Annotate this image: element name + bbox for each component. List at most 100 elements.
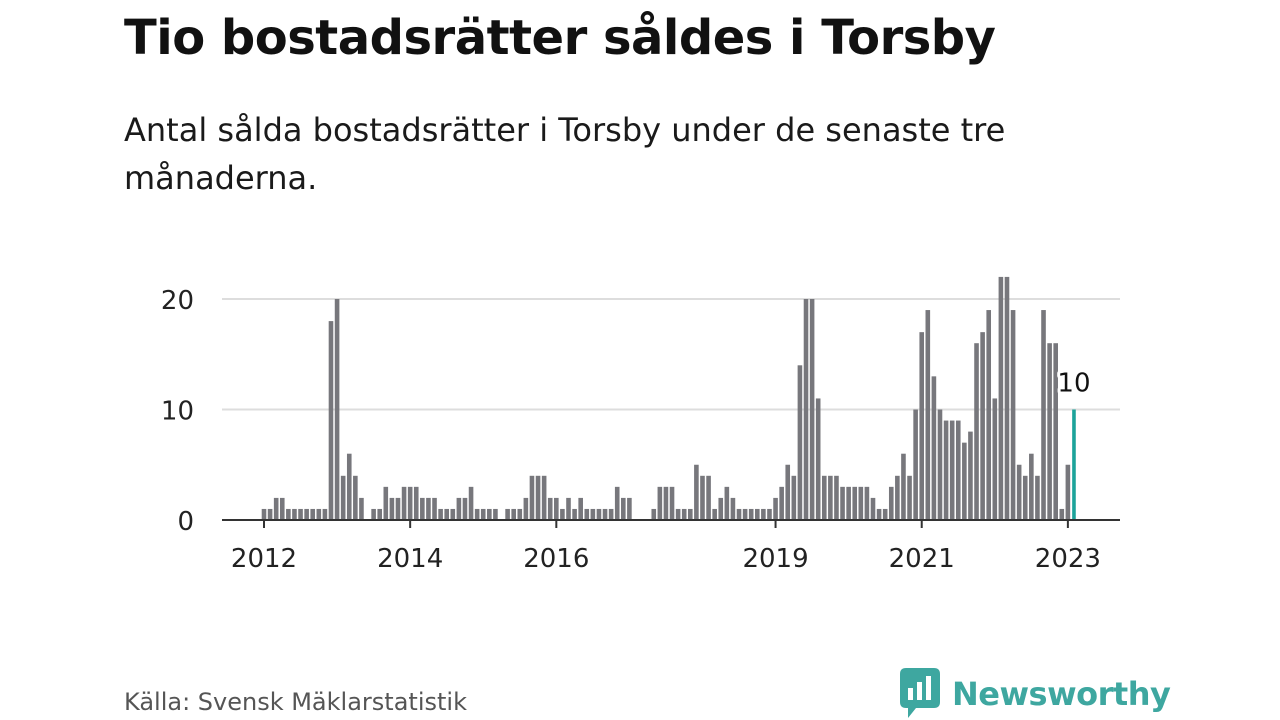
- highlight-value-label: 10: [1057, 369, 1090, 399]
- bar: [493, 508, 498, 520]
- bar: [773, 497, 778, 520]
- bar: [700, 475, 705, 520]
- bar: [316, 508, 322, 520]
- bar: [279, 497, 285, 520]
- bar-highlight: [1072, 409, 1076, 520]
- bar: [310, 508, 316, 520]
- bar: [541, 475, 547, 520]
- gridlines: [222, 298, 1120, 411]
- bar: [420, 497, 425, 520]
- bar: [359, 497, 364, 520]
- bar: [663, 486, 669, 520]
- bar: [340, 475, 346, 520]
- bar: [907, 475, 912, 520]
- bar: [547, 497, 553, 520]
- bar: [413, 486, 419, 520]
- bar: [554, 497, 559, 520]
- bar: [389, 497, 395, 520]
- bar: [353, 475, 358, 520]
- bar: [791, 475, 797, 520]
- bar: [572, 508, 577, 520]
- x-axis-ticks: 2012 2014 2016 2019 2021 2023: [231, 520, 1101, 574]
- bar: [401, 486, 407, 520]
- bar: [913, 409, 918, 520]
- bar: [328, 321, 334, 520]
- bar: [797, 365, 803, 520]
- bar: [821, 475, 827, 520]
- bar: [407, 486, 413, 520]
- bar: [462, 497, 468, 520]
- bar: [870, 497, 876, 520]
- bar: [1053, 343, 1058, 520]
- bar: [529, 475, 535, 520]
- bar: [785, 464, 791, 520]
- bar: [840, 486, 845, 520]
- bar: [474, 508, 480, 520]
- bar: [1035, 475, 1040, 520]
- bar: [602, 508, 608, 520]
- bar: [986, 310, 992, 520]
- bar: [803, 299, 809, 520]
- bar: [292, 508, 297, 520]
- bar: [937, 409, 943, 520]
- bar: [657, 486, 663, 520]
- bar: [614, 486, 620, 520]
- y-tick-label: 20: [161, 286, 194, 316]
- bars: [261, 276, 1076, 520]
- bar: [450, 508, 456, 520]
- bar: [748, 508, 754, 520]
- x-tick-label: 2012: [231, 544, 297, 574]
- bar: [669, 486, 675, 520]
- bar: [621, 497, 626, 520]
- bar: [590, 508, 596, 520]
- bar: [383, 486, 389, 520]
- bar: [888, 486, 894, 520]
- bar: [1059, 508, 1065, 520]
- bar: [919, 332, 925, 520]
- bar: [767, 508, 772, 520]
- bar: [724, 486, 730, 520]
- bar: [1065, 464, 1071, 520]
- bar: [322, 508, 328, 520]
- bar: [432, 497, 437, 520]
- bar: [1022, 475, 1028, 520]
- bar: [560, 508, 565, 520]
- bar: [426, 497, 431, 520]
- bar: [566, 497, 571, 520]
- bar: [815, 398, 821, 520]
- chart-subtitle: Antal sålda bostadsrätter i Torsby under…: [124, 111, 1006, 197]
- bar: [943, 420, 949, 520]
- x-tick-label: 2016: [523, 544, 589, 574]
- bar: [901, 453, 906, 520]
- bar: [846, 486, 851, 520]
- bar: [718, 497, 724, 520]
- bar: [754, 508, 760, 520]
- bar: [730, 497, 736, 520]
- bar: [736, 508, 742, 520]
- brand-name: Newsworthy: [952, 675, 1171, 713]
- y-axis-ticks: 0 10 20: [161, 286, 194, 537]
- bar: [1010, 310, 1016, 520]
- bar: [346, 453, 352, 520]
- bar: [962, 442, 967, 520]
- bar: [882, 508, 888, 520]
- bar: [395, 497, 401, 520]
- bar: [505, 508, 510, 520]
- bar: [809, 299, 815, 520]
- bar: [675, 508, 681, 520]
- newsworthy-logo-icon: [900, 668, 940, 718]
- bar: [742, 508, 748, 520]
- bar: [712, 508, 717, 520]
- x-tick-label: 2014: [377, 544, 443, 574]
- bar: [1047, 343, 1052, 520]
- bar: [949, 420, 955, 520]
- bar: [273, 497, 279, 520]
- bar: [1029, 453, 1034, 520]
- bar: [925, 310, 931, 520]
- bar: [1004, 276, 1010, 520]
- bar: [834, 475, 839, 520]
- bar: [377, 508, 383, 520]
- bar: [261, 508, 267, 520]
- y-tick-label: 0: [177, 507, 194, 537]
- bar: [535, 475, 541, 520]
